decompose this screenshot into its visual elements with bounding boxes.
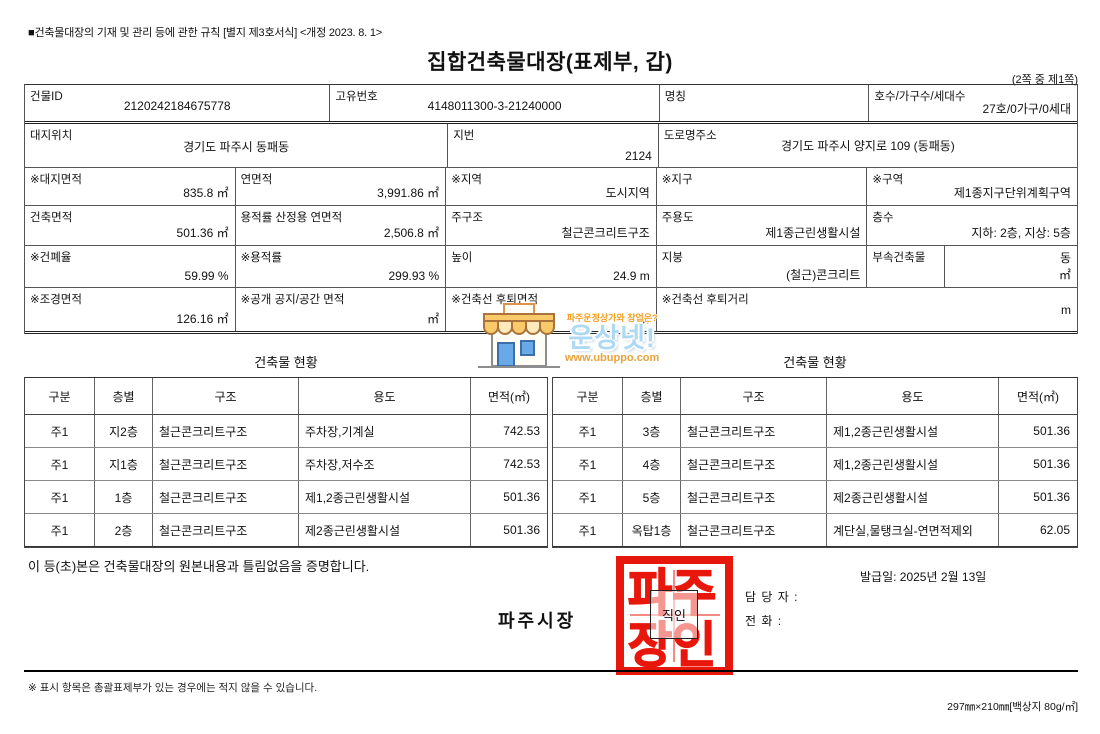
field-unique-number: 고유번호 4148011300-3-21240000 — [330, 85, 660, 121]
field-setback-distance: ※건축선 후퇴거리 m — [661, 294, 1071, 317]
field-road-address: 도로명주소 경기도 파주시 양지로 109 (동패동) — [663, 130, 955, 153]
table-row: 주1 4층 철근콘크리트구조 제1,2종근린생활시설 501.36 — [553, 448, 1077, 481]
status-table-title-left: 건축물 현황 — [254, 355, 318, 370]
page-indicator: (2쪽 중 제1쪽) — [1011, 74, 1078, 86]
divider — [24, 670, 1078, 672]
watermark-url: www.ubuppo.com — [565, 352, 660, 365]
field-household-count: 호수/가구수/세대수 27호/0가구/0세대 — [874, 91, 1072, 116]
footnote: ※ 표시 항목은 총괄표제부가 있는 경우에는 적지 않을 수 있습니다. — [28, 682, 318, 694]
field-annex-value: 동 ㎡ — [1058, 251, 1071, 282]
row-areas-2: 건축면적 501.36 ㎡ 용적률 산정용 연면적 2,506.8 ㎡ 주구조 … — [25, 206, 1077, 246]
issue-date: 발급일: 2025년 2월 13일 — [860, 570, 987, 584]
field-site-location: 대지위치 경기도 파주시 동패동 — [25, 124, 449, 167]
table-row: 주1 지2층 철근콘크리트구조 주차장,기계실 742.53 — [25, 415, 547, 448]
officer-label: 담 당 자 : — [745, 590, 799, 604]
regulation-note: ■건축물대장의 기재 및 관리 등에 관한 규칙 [별지 제3호서식] <개정 … — [28, 27, 383, 39]
field-district: ※지구 — [657, 168, 868, 205]
certification-statement: 이 등(초)본은 건축물대장의 원본내용과 틀림없음을 증명합니다. — [28, 559, 370, 574]
watermark: 파주운정상가와 창업은? 운상넷! www.ubuppo.com — [477, 303, 659, 369]
shop-icon — [478, 303, 560, 368]
field-area-zone: ※구역 제1종지구단위계획구역 — [872, 174, 1071, 200]
field-far-floor-area: 용적률 산정용 연면적 2,506.8 ㎡ — [236, 206, 447, 245]
phone-label: 전 화 : — [745, 614, 783, 628]
issuer-name: 파주시장 — [498, 611, 577, 631]
table-header: 구분 층별 구조 용도 면적(㎡) — [553, 378, 1077, 415]
table-row: 주1 지1층 철근콘크리트구조 주차장,저수조 742.53 — [25, 448, 547, 481]
row-identifiers: 건물ID 2120242184675778 고유번호 4148011300-3-… — [25, 85, 1077, 124]
field-jibun: 지번 2124 — [448, 124, 659, 167]
field-zone: ※지역 도시지역 — [446, 168, 657, 205]
paper-size-note: 297㎜×210㎜[백상지 80g/㎡] — [947, 701, 1078, 713]
table-row: 주1 5층 철근콘크리트구조 제2종근린생활시설 501.36 — [553, 481, 1077, 514]
status-table-left: 구분 층별 구조 용도 면적(㎡) 주1 지2층 철근콘크리트구조 주차장,기계… — [24, 377, 548, 548]
page-title: 집합건축물대장(표제부, 갑) — [427, 51, 673, 74]
watermark-brand: 운상넷! — [568, 323, 656, 353]
watermark-text: 파주운정상가와 창업은? 운상넷! www.ubuppo.com — [565, 311, 659, 364]
field-name: 명칭 — [660, 85, 870, 121]
seal-placeholder-box: 직인 — [650, 590, 698, 639]
status-table-right: 구분 층별 구조 용도 면적(㎡) 주1 3층 철근콘크리트구조 제1,2종근린… — [552, 377, 1078, 548]
status-table-title-right: 건축물 현황 — [783, 355, 847, 370]
table-row: 주1 옥탑1층 철근콘크리트구조 계단실,물탱크실-연면적제외 62.05 — [553, 514, 1077, 547]
field-height: 높이 24.9 m — [446, 246, 657, 287]
field-building-id: 건물ID 2120242184675778 — [25, 85, 331, 121]
table-header: 구분 층별 구조 용도 면적(㎡) — [25, 378, 547, 415]
summary-table: 건물ID 2120242184675778 고유번호 4148011300-3-… — [24, 84, 1078, 334]
field-coverage-ratio: ※건폐율 59.99 % — [25, 246, 236, 287]
field-main-structure: 주구조 철근콘크리트구조 — [446, 206, 657, 245]
field-landscape-area: ※조경면적 126.16 ㎡ — [25, 288, 236, 331]
field-annex-label: 부속건축물 — [867, 246, 946, 287]
field-site-area: ※대지면적 835.8 ㎡ — [25, 168, 236, 205]
row-ratios: ※건폐율 59.99 % ※용적률 299.93 % 높이 24.9 m 지붕 … — [25, 246, 1077, 288]
field-floor-area-ratio: ※용적률 299.93 % — [236, 246, 447, 287]
field-main-use: 주용도 제1종근린생활시설 — [657, 206, 868, 245]
table-row: 주1 1층 철근콘크리트구조 제1,2종근린생활시설 501.36 — [25, 481, 547, 514]
row-areas-1: ※대지면적 835.8 ㎡ 연면적 3,991.86 ㎡ ※지역 도시지역 ※지… — [25, 168, 1077, 206]
field-floors: 층수 지하: 2층, 지상: 5층 — [872, 212, 1071, 240]
field-building-area: 건축면적 501.36 ㎡ — [25, 206, 236, 245]
table-row: 주1 2층 철근콘크리트구조 제2종근린생활시설 501.36 — [25, 514, 547, 547]
svg-text:장인: 장인 — [628, 619, 716, 674]
watermark-slogan: 파주운정상가와 창업은? — [566, 313, 658, 323]
table-row: 주1 3층 철근콘크리트구조 제1,2종근린생활시설 501.36 — [553, 415, 1077, 448]
row-location: 대지위치 경기도 파주시 동패동 지번 2124 도로명주소 경기도 파주시 양… — [25, 124, 1077, 168]
field-open-space-area: ※공개 공지/공간 면적 ㎡ — [236, 288, 447, 331]
field-roof: 지붕 (철근)콘크리트 — [657, 246, 868, 287]
field-total-floor-area: 연면적 3,991.86 ㎡ — [236, 168, 447, 205]
